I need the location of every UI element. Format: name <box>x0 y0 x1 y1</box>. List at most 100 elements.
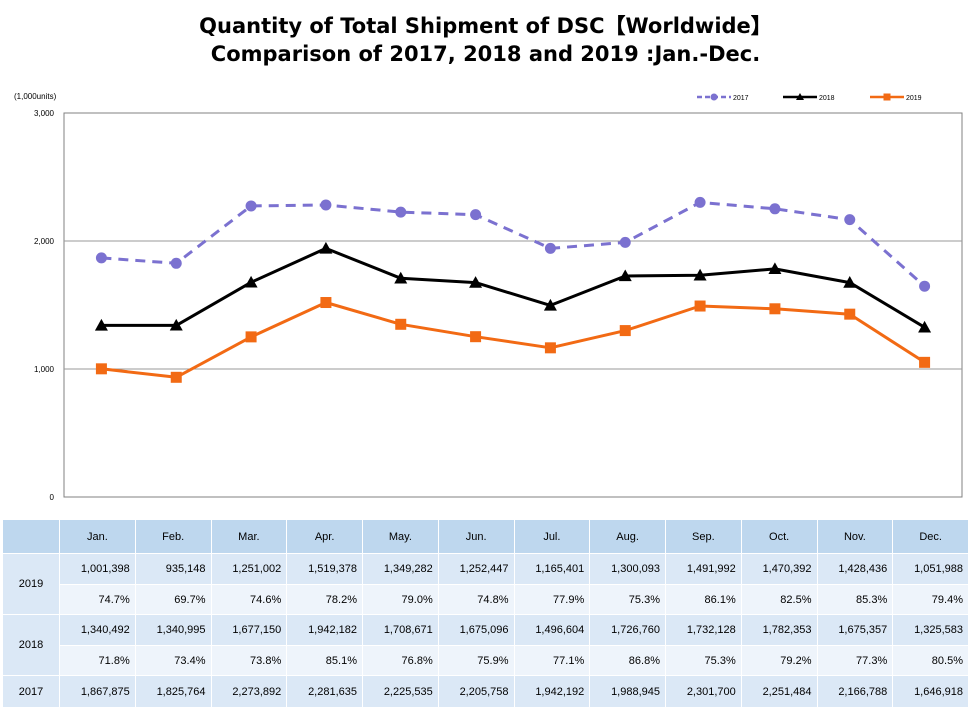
data-point-2018 <box>394 271 408 284</box>
table-percent-cell: 85.1% <box>286 645 363 676</box>
table-header-cell: Mar. <box>210 519 288 554</box>
table-header-cell: Jan. <box>59 519 136 554</box>
table-percent-cell: 73.8% <box>210 645 288 676</box>
data-point-2017 <box>769 203 781 215</box>
table-percent-cell: 74.6% <box>210 584 288 615</box>
series-line-2017 <box>101 200 926 288</box>
table-header-row: Jan. Feb. Mar. Apr. May. Jun. Jul. Aug. Sep. Oct.… <box>2 519 969 554</box>
table-percent-cell: 76.8% <box>362 645 439 676</box>
data-point-2018 <box>843 276 857 288</box>
table-value-cell: 1,942,192 <box>513 675 591 708</box>
table-value-cell: 1,001,398 <box>59 553 136 585</box>
data-point-2017 <box>694 196 706 208</box>
table-percent-cell: 74.8% <box>437 584 515 615</box>
data-point-2018 <box>94 318 108 331</box>
year-label-2019: 2019 <box>2 553 60 615</box>
data-point-2018 <box>169 318 183 331</box>
table-value-cell: 1,051,988 <box>892 553 969 585</box>
legend-marker <box>883 93 891 101</box>
legend-marker <box>710 93 718 101</box>
data-point-2019 <box>919 356 931 368</box>
data-point-2018 <box>693 268 707 281</box>
table-header-cell: Apr. <box>286 519 363 554</box>
data-point-2017 <box>470 209 482 221</box>
table-header-cell: Nov. <box>816 519 894 554</box>
data-table: Jan. Feb. Mar. Apr. May. Jun. Jul. Aug. Sep. Oct.… <box>2 519 969 708</box>
table-value-cell: 2,301,700 <box>665 675 742 708</box>
legend-label: 2019 <box>906 95 922 102</box>
table-row-2018-percent: 71.8% 73.4% 73.8% 85.1% 76.8% 75.9% 77.1% 86.8%… <box>3 645 969 676</box>
table-percent-cell: 71.8% <box>59 645 136 676</box>
table-value-cell: 1,165,401 <box>513 553 591 585</box>
chart-title: Quantity of Total Shipment of DSC【Worldw… <box>199 14 772 38</box>
table-value-cell: 1,825,764 <box>134 675 212 708</box>
data-point-2019 <box>170 371 182 383</box>
table-value-cell: 2,251,484 <box>740 675 818 708</box>
table-row-2017-values: 2017 1,867,875 1,825,764 2,273,892 2,281,63… <box>2 675 969 708</box>
table-percent-cell: 73.4% <box>134 645 212 676</box>
table-percent-cell: 69.7% <box>134 584 212 615</box>
data-point-2017 <box>170 257 182 269</box>
data-point-2017 <box>320 199 332 211</box>
table-value-cell: 1,300,093 <box>589 553 666 585</box>
data-point-2018 <box>618 269 632 282</box>
table-value-cell: 1,340,492 <box>59 614 136 646</box>
table-value-cell: 1,340,995 <box>134 614 212 646</box>
data-point-2017 <box>919 280 931 292</box>
table-percent-cell: 86.8% <box>589 645 666 676</box>
data-point-2017 <box>95 252 107 264</box>
table-percent-cell: 77.1% <box>513 645 591 676</box>
data-point-2019 <box>395 318 407 330</box>
data-point-2017 <box>619 236 631 248</box>
chart-subtitle: Comparison of 2017, 2018 and 2019 :Jan.-… <box>210 42 761 66</box>
table-value-cell: 1,496,604 <box>513 614 591 646</box>
table-percent-cell: 80.5% <box>892 645 969 676</box>
table-corner-cell <box>2 519 60 554</box>
table-percent-cell: 74.7% <box>59 584 136 615</box>
table-header-cell: Feb. <box>134 519 212 554</box>
year-label-2018: 2018 <box>2 614 60 676</box>
year-label-2017: 2017 <box>2 675 60 708</box>
data-point-2019 <box>544 342 556 354</box>
y-tick-label: 1,000 <box>34 365 55 374</box>
data-point-2017 <box>245 200 257 212</box>
table-value-cell: 2,166,788 <box>816 675 894 708</box>
table-value-cell: 1,732,128 <box>665 614 742 646</box>
table-value-cell: 1,470,392 <box>740 553 818 585</box>
data-point-2017 <box>544 242 556 254</box>
data-point-2018 <box>469 276 483 288</box>
line-chart: 0 1,000 2,000 3,000 (1,000units) 2017 2018 2019 <box>14 92 963 502</box>
table-value-cell: 2,225,535 <box>362 675 439 708</box>
unit-label: (1,000units) <box>14 92 57 101</box>
table-percent-cell: 75.9% <box>437 645 515 676</box>
table-header-cell: May. <box>362 519 439 554</box>
data-point-2019 <box>694 300 706 312</box>
table-value-cell: 1,942,182 <box>286 614 363 646</box>
table-row-2019-percent: 74.7% 69.7% 74.6% 78.2% 79.0% 74.8% 77.9% 75.3%… <box>3 584 969 615</box>
table-percent-cell: 86.1% <box>665 584 742 615</box>
table-value-cell: 1,708,671 <box>362 614 439 646</box>
plot-area <box>63 112 963 498</box>
table-value-cell: 1,428,436 <box>816 553 894 585</box>
data-point-2019 <box>320 297 332 309</box>
table-value-cell: 1,646,918 <box>892 675 969 708</box>
table-percent-cell: 79.0% <box>362 584 439 615</box>
table-value-cell: 2,205,758 <box>437 675 515 708</box>
table-value-cell: 1,675,096 <box>437 614 515 646</box>
data-point-2018 <box>918 320 932 333</box>
table-value-cell: 1,251,002 <box>210 553 288 585</box>
table-value-cell: 1,988,945 <box>589 675 666 708</box>
table-header-cell: Sep. <box>665 519 742 554</box>
series-line-2019 <box>101 301 926 379</box>
data-point-2019 <box>95 363 107 375</box>
data-point-2019 <box>470 331 482 343</box>
table-value-cell: 1,325,583 <box>892 614 969 646</box>
table-percent-cell: 78.2% <box>286 584 363 615</box>
table-value-cell: 1,491,992 <box>665 553 742 585</box>
data-point-2017 <box>844 214 856 226</box>
table-value-cell: 1,867,875 <box>59 675 136 708</box>
legend-marker <box>796 93 804 100</box>
table-value-cell: 935,148 <box>134 553 212 585</box>
table-value-cell: 1,726,760 <box>589 614 666 646</box>
table-percent-cell: 79.2% <box>740 645 818 676</box>
